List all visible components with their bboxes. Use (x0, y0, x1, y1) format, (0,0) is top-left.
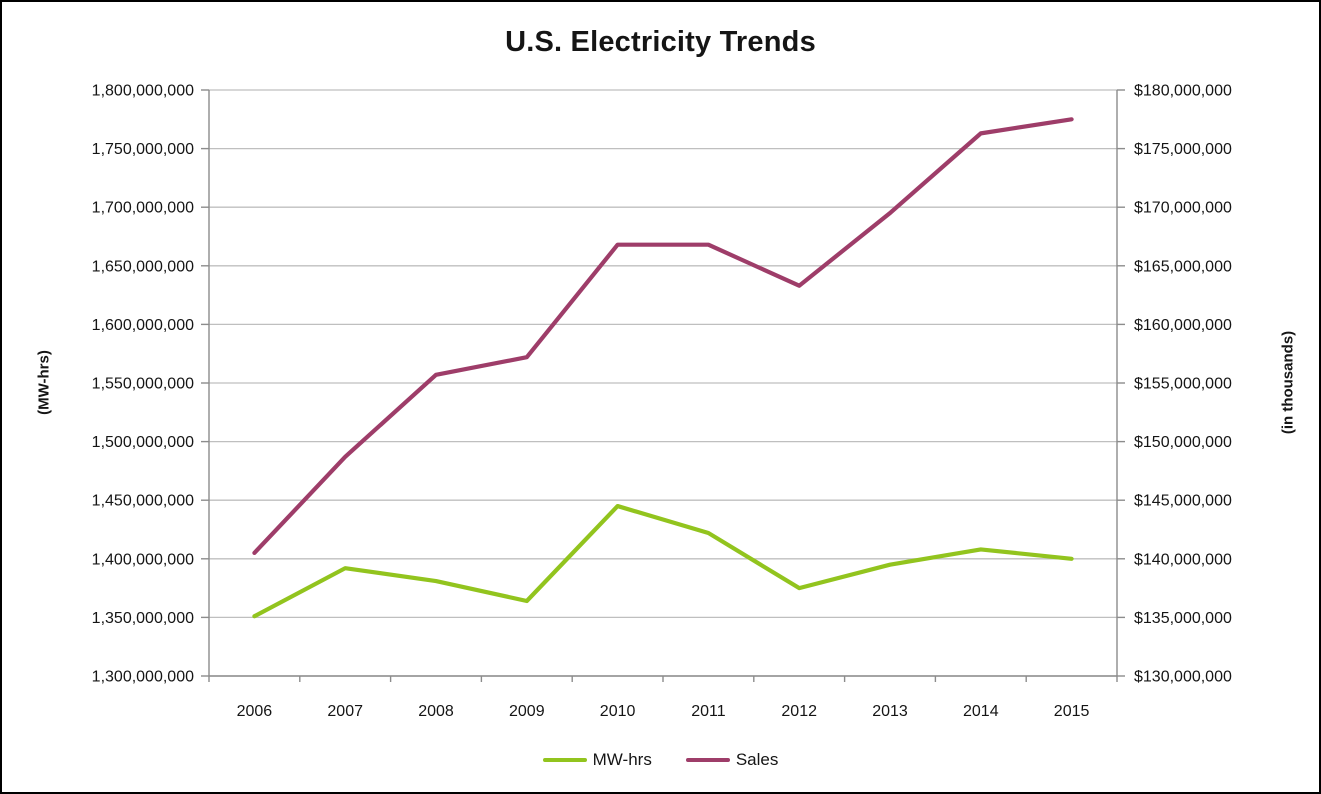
left-axis-tick-label: 1,600,000,000 (92, 317, 194, 334)
right-axis-tick-label: $175,000,000 (1134, 141, 1232, 158)
legend-label-mw-hrs: MW-hrs (592, 750, 652, 769)
legend-item-sales[interactable]: Sales (685, 750, 779, 770)
x-axis-tick-label: 2013 (872, 703, 908, 720)
right-axis-tick-label: $130,000,000 (1134, 669, 1232, 686)
x-axis-tick-label: 2011 (691, 703, 726, 720)
series-line-mw-hrs (252, 503, 1074, 619)
x-axis-tick-label: 2015 (1054, 703, 1090, 720)
left-axis-tick-label: 1,300,000,000 (92, 669, 194, 686)
left-axis-tick-label: 1,400,000,000 (92, 551, 194, 568)
legend-label-sales: Sales (735, 750, 779, 769)
right-axis-tick-label: $165,000,000 (1134, 258, 1232, 275)
right-axis-tick-label: $160,000,000 (1134, 317, 1232, 334)
right-axis-tick-label: $140,000,000 (1134, 551, 1232, 568)
legend-item-mw-hrs[interactable]: MW-hrs (542, 750, 652, 770)
left-axis-tick-label: 1,450,000,000 (92, 493, 194, 510)
chart-title: U.S. Electricity Trends (505, 26, 816, 58)
x-axis-tick-label: 2010 (600, 703, 636, 720)
x-axis-tick-label: 2009 (509, 703, 545, 720)
x-axis-tick-label: 2014 (963, 703, 999, 720)
right-axis-tick-label: $135,000,000 (1134, 610, 1232, 627)
right-axis-tick-label: $180,000,000 (1134, 83, 1232, 100)
left-axis-tick-label: 1,500,000,000 (92, 434, 194, 451)
right-axis-tick-label: $155,000,000 (1134, 376, 1232, 393)
left-axis-tick-label: 1,750,000,000 (92, 141, 194, 158)
x-axis-tick-label: 2012 (781, 703, 817, 720)
left-axis-tick-label: 1,550,000,000 (92, 376, 194, 393)
right-axis-tick-label: $150,000,000 (1134, 434, 1232, 451)
right-axis-tick-label: $170,000,000 (1134, 200, 1232, 217)
left-axis-tick-label: 1,800,000,000 (92, 83, 194, 100)
series-line-sales (252, 117, 1074, 556)
x-axis-tick-label: 2008 (418, 703, 454, 720)
left-axis-tick-label: 1,700,000,000 (92, 200, 194, 217)
right-axis-tick-label: $145,000,000 (1134, 493, 1232, 510)
left-axis-tick-label: 1,350,000,000 (92, 610, 194, 627)
x-axis-tick-label: 2006 (237, 703, 273, 720)
sales-line-swatch (685, 758, 730, 762)
legend: MW-hrs Sales (2, 750, 1319, 770)
mw-hrs-line-swatch (542, 758, 587, 762)
left-axis-tick-label: 1,650,000,000 (92, 258, 194, 275)
x-axis-tick-label: 2007 (327, 703, 363, 720)
